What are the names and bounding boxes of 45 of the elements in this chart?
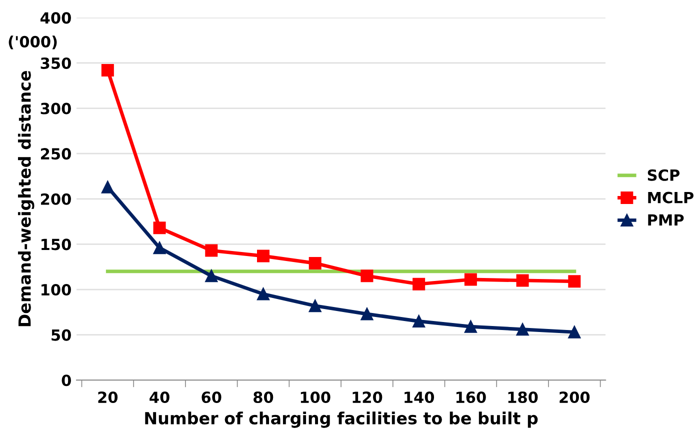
- y-tick-label: 250: [41, 148, 71, 160]
- x-axis-title: Number of charging facilities to be built p: [145, 412, 538, 428]
- y-tick-label: 50: [52, 329, 71, 341]
- x-tick-label: 180: [508, 392, 538, 404]
- x-tick-label: 60: [202, 392, 222, 404]
- y-tick-label: 350: [40, 57, 71, 70]
- y-tick-label: 300: [40, 102, 71, 114]
- y-tick-label: 200: [41, 193, 71, 205]
- point: [153, 242, 166, 254]
- point: [412, 278, 426, 290]
- point: [360, 308, 374, 320]
- x-tick-label: 20: [98, 392, 118, 404]
- x-tick-label: 200: [560, 392, 590, 404]
- point: [516, 274, 529, 287]
- y-tick-label: 400: [40, 12, 71, 24]
- point: [205, 244, 218, 257]
- point: [464, 273, 477, 286]
- x-tick-label: 40: [150, 392, 170, 404]
- point: [360, 270, 374, 282]
- y-tick-label: 150: [42, 238, 71, 250]
- point: [257, 250, 270, 262]
- point: [101, 180, 114, 194]
- x-tick-label: 140: [404, 392, 434, 404]
- point: [464, 320, 477, 333]
- x-tick-label: 160: [456, 392, 486, 404]
- legend-label: MCLP: [648, 192, 694, 204]
- text: ('000): [8, 36, 57, 50]
- point: [568, 326, 581, 338]
- y-tick-label: 100: [42, 284, 71, 296]
- point: [412, 314, 426, 328]
- point: [257, 288, 270, 300]
- legend-label: PMP: [648, 214, 684, 226]
- x-tick-label: 80: [254, 392, 274, 404]
- y-axis-title: Demand-weighted distance: [18, 70, 34, 326]
- x-tick-label: 120: [352, 392, 382, 404]
- y-tick-label: 0: [62, 374, 71, 386]
- x-tick-label: 100: [300, 392, 330, 404]
- point: [205, 270, 218, 282]
- point: [568, 275, 581, 288]
- point: [308, 256, 322, 270]
- point: [101, 64, 114, 76]
- point: [308, 300, 322, 312]
- legend-label: SCP: [648, 169, 680, 181]
- point: [516, 323, 529, 336]
- point: [153, 222, 166, 234]
